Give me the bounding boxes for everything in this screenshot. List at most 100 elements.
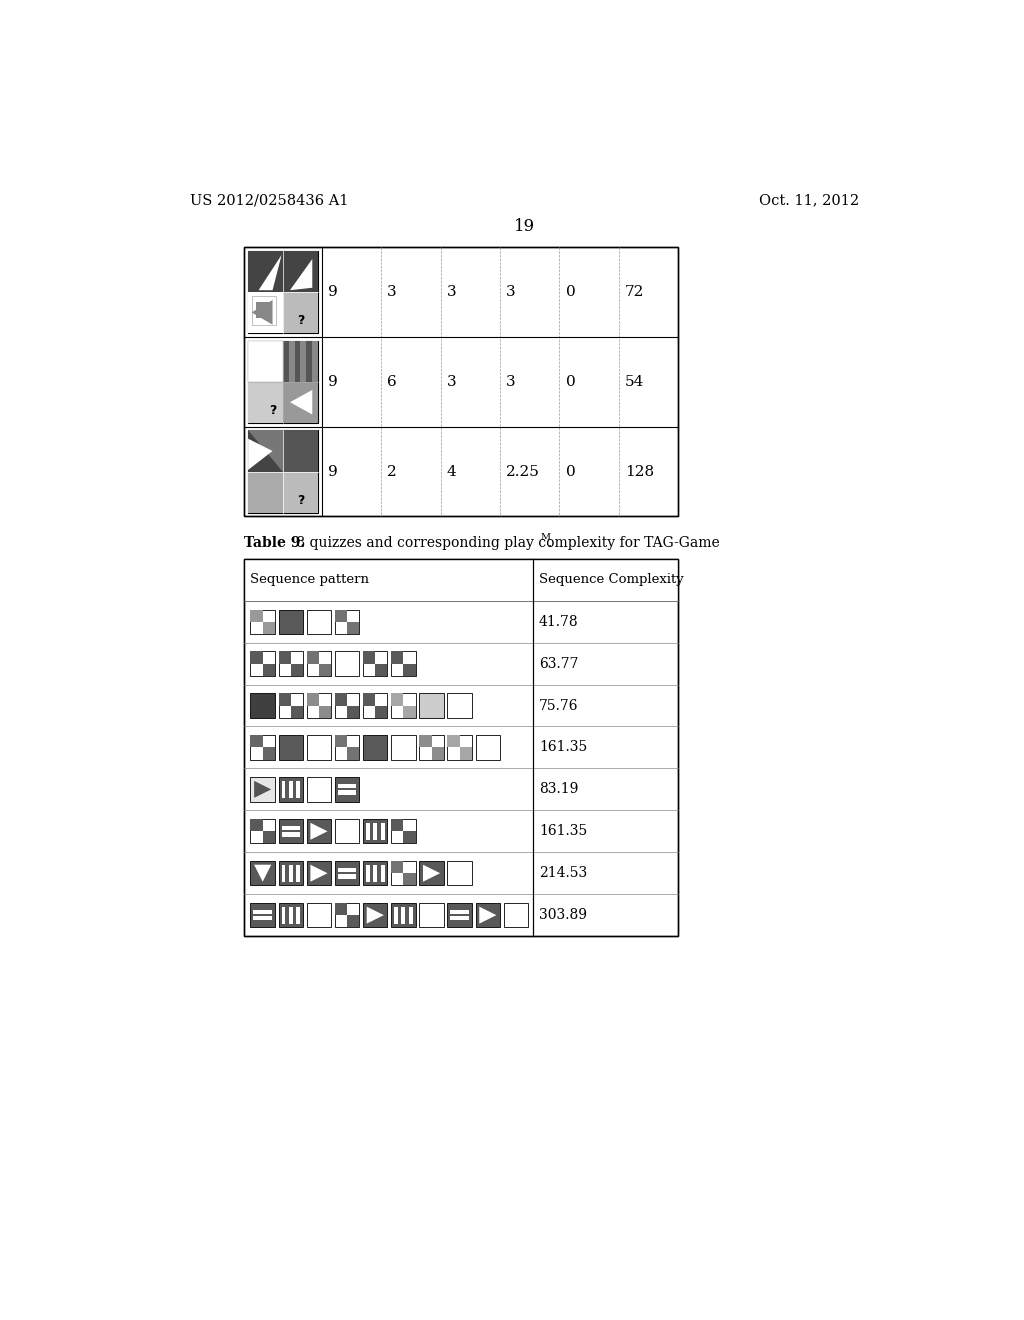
Text: 214.53: 214.53	[539, 866, 588, 880]
Text: 303.89: 303.89	[539, 908, 587, 923]
Bar	[347, 747, 359, 759]
Bar	[318, 705, 331, 718]
Bar	[307, 861, 331, 886]
Bar	[307, 903, 331, 927]
Polygon shape	[423, 865, 440, 882]
Bar	[248, 341, 317, 422]
Bar	[364, 903, 387, 927]
Bar	[338, 867, 356, 873]
Polygon shape	[367, 907, 384, 924]
Bar	[282, 826, 300, 830]
Bar	[451, 909, 469, 915]
Bar	[335, 777, 359, 801]
Bar	[251, 903, 274, 927]
Text: 8 quizzes and corresponding play complexity for TAG-Game: 8 quizzes and corresponding play complex…	[292, 536, 720, 549]
Bar	[307, 735, 331, 759]
Text: 9: 9	[328, 375, 338, 388]
Bar	[451, 916, 469, 920]
Bar	[291, 664, 303, 676]
Bar	[282, 865, 286, 882]
Bar	[307, 693, 318, 705]
Polygon shape	[252, 300, 272, 325]
Bar	[335, 693, 347, 705]
Bar	[251, 820, 263, 832]
Text: 128: 128	[625, 465, 654, 479]
Polygon shape	[254, 781, 271, 797]
Polygon shape	[479, 907, 497, 924]
Polygon shape	[290, 259, 312, 290]
Bar	[447, 735, 472, 759]
Text: 9: 9	[328, 465, 338, 479]
Text: 2.25: 2.25	[506, 465, 540, 479]
Bar	[366, 865, 370, 882]
Bar	[248, 430, 283, 471]
Polygon shape	[254, 865, 271, 882]
Bar	[307, 693, 331, 718]
Bar	[419, 735, 431, 747]
Bar	[263, 664, 274, 676]
Bar	[296, 781, 300, 797]
Bar	[347, 705, 359, 718]
Bar	[279, 861, 303, 886]
Bar	[245, 247, 678, 516]
Bar	[364, 652, 387, 676]
Bar	[366, 822, 370, 840]
Bar	[307, 820, 331, 843]
Bar	[251, 652, 274, 676]
Text: Sequence pattern: Sequence pattern	[251, 573, 370, 586]
Bar	[296, 865, 300, 882]
Text: ?: ?	[297, 314, 304, 327]
Bar	[283, 381, 317, 422]
Bar	[391, 861, 416, 886]
Bar	[447, 735, 460, 747]
Bar	[248, 292, 283, 333]
Text: Table 9.: Table 9.	[245, 536, 305, 549]
Bar	[431, 747, 443, 759]
Bar	[335, 820, 359, 843]
Bar	[391, 693, 416, 718]
Bar	[279, 652, 303, 676]
Text: 54: 54	[625, 375, 644, 388]
Text: 6: 6	[387, 375, 397, 388]
Bar	[279, 820, 303, 843]
Polygon shape	[248, 430, 283, 471]
Bar	[295, 341, 300, 381]
Bar	[335, 693, 359, 718]
Bar	[300, 341, 306, 381]
Bar	[253, 909, 272, 915]
Bar	[251, 735, 263, 747]
Text: 41.78: 41.78	[539, 615, 579, 628]
Bar	[245, 558, 678, 936]
Bar	[403, 832, 416, 843]
Bar	[251, 693, 274, 718]
Bar	[419, 693, 443, 718]
Bar	[409, 907, 413, 924]
Bar	[307, 652, 318, 664]
Bar	[347, 622, 359, 634]
Bar	[419, 903, 443, 927]
Text: 4: 4	[446, 465, 457, 479]
Bar	[419, 735, 443, 759]
Bar	[245, 558, 678, 936]
Text: 0: 0	[565, 465, 575, 479]
Bar	[403, 705, 416, 718]
Bar	[347, 915, 359, 927]
Text: 161.35: 161.35	[539, 741, 588, 755]
Text: 0: 0	[565, 285, 575, 298]
Bar	[251, 610, 274, 634]
Bar	[374, 865, 377, 882]
Bar	[251, 820, 274, 843]
Polygon shape	[259, 255, 282, 290]
Bar	[248, 430, 317, 512]
Bar	[381, 865, 385, 882]
Bar	[391, 820, 403, 832]
Bar	[307, 777, 331, 801]
Bar	[364, 861, 387, 886]
Bar	[475, 735, 500, 759]
Bar	[248, 341, 283, 381]
Bar	[245, 558, 678, 601]
Bar	[447, 693, 472, 718]
Bar	[335, 735, 359, 759]
Bar	[391, 652, 416, 676]
Text: 72: 72	[625, 285, 644, 298]
